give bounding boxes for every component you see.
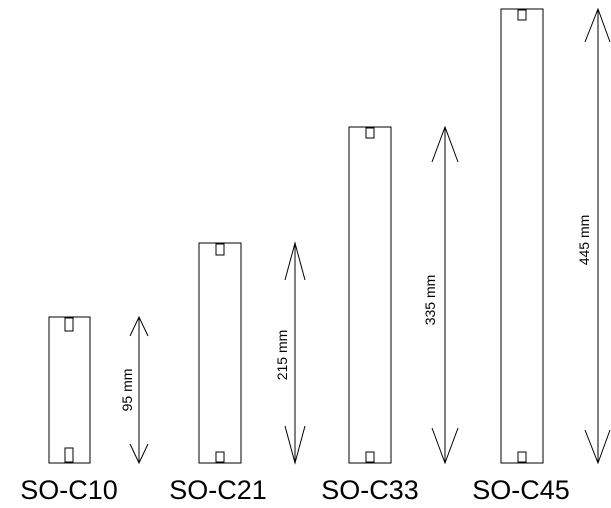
module-so-c45: 445 mm SO-C45 xyxy=(472,7,611,505)
module-name-so-c33: SO-C33 xyxy=(321,475,419,505)
dimension-arrow-so-c10 xyxy=(129,315,149,465)
module-name-so-c45: SO-C45 xyxy=(472,475,570,505)
panel-so-c10 xyxy=(48,316,91,464)
bottom-slot-so-c10 xyxy=(64,447,74,463)
height-label-so-c45: 445 mm xyxy=(576,215,592,266)
height-label-so-c33: 335 mm xyxy=(422,275,438,326)
module-so-c10: 95 mm SO-C10 xyxy=(20,315,149,505)
dimension-arrow-so-c21 xyxy=(284,241,306,465)
height-label-so-c21: 215 mm xyxy=(274,330,290,381)
module-name-so-c21: SO-C21 xyxy=(169,475,267,505)
bottom-slot-so-c33 xyxy=(365,451,375,463)
panel-so-c33 xyxy=(348,126,392,464)
module-so-c33: 335 mm SO-C33 xyxy=(321,125,459,505)
bottom-slot-so-c45 xyxy=(517,451,527,463)
panel-so-c21 xyxy=(198,242,242,464)
height-label-so-c10: 95 mm xyxy=(119,369,135,412)
module-name-so-c10: SO-C10 xyxy=(20,475,118,505)
top-slot-so-c33 xyxy=(365,127,375,139)
bottom-slot-so-c21 xyxy=(215,451,225,463)
top-slot-so-c10 xyxy=(64,317,74,332)
dimension-arrow-so-c33 xyxy=(431,125,459,465)
top-slot-so-c45 xyxy=(517,9,527,21)
panel-so-c45 xyxy=(500,8,544,464)
top-slot-so-c21 xyxy=(215,243,225,256)
dimension-arrow-so-c45 xyxy=(584,7,611,465)
module-so-c21: 215 mm SO-C21 xyxy=(169,241,306,505)
